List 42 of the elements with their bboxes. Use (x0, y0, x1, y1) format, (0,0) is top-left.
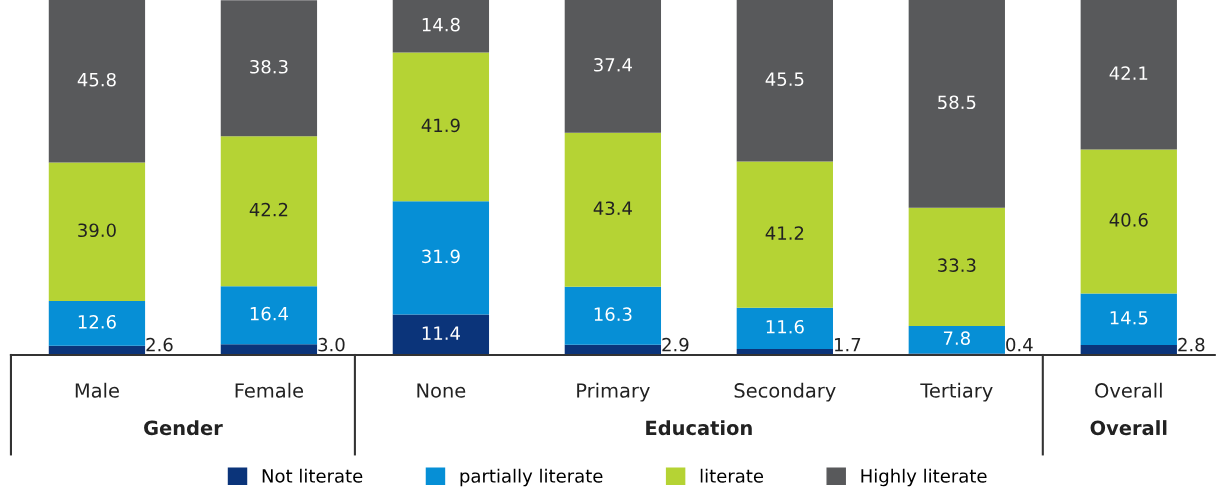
x-tick-label: None (417, 383, 466, 398)
data-label: 43.4 (593, 201, 632, 216)
legend-label: literate (700, 468, 764, 483)
text: Overall (1090, 420, 1167, 436)
data-label: 37.4 (594, 57, 632, 72)
data-label: 14.8 (422, 17, 460, 32)
data-label: 45.8 (77, 72, 116, 87)
data-label: 33.3 (938, 258, 976, 273)
data-label: 14.5 (1110, 311, 1148, 325)
data-label: 41.9 (421, 118, 460, 133)
data-label: 2.8 (1178, 337, 1205, 352)
data-label: 12.6 (78, 314, 116, 329)
data-label: 2.9 (662, 337, 689, 352)
x-tick-label: Male (75, 382, 119, 398)
text: Gender (144, 420, 223, 436)
data-label: 1.7 (834, 338, 861, 352)
data-label: 31.9 (422, 249, 460, 264)
x-tick-label: Female (235, 382, 304, 398)
data-label: 58.5 (938, 95, 976, 110)
data-label: 38.3 (250, 59, 288, 74)
legend-label: Highly literate (861, 468, 987, 487)
x-tick-label: Primary (577, 382, 650, 402)
data-label: 40.6 (1109, 213, 1148, 227)
data-label: 0.4 (1006, 337, 1033, 352)
x-tick-label: Secondary (734, 382, 836, 402)
legend-label: partially literate (460, 468, 603, 487)
data-label: 16.4 (250, 306, 288, 321)
data-label: 3.0 (318, 337, 345, 352)
data-label: 45.5 (765, 72, 804, 86)
data-label: 41.2 (765, 226, 804, 240)
data-label: 2.6 (146, 337, 173, 352)
text: Education (646, 420, 752, 436)
x-tick-label: Tertiary (920, 382, 993, 402)
data-label: 39.0 (78, 223, 116, 238)
data-label: 11.6 (766, 319, 804, 334)
data-label: 11.4 (422, 326, 460, 340)
data-label: 42.2 (249, 202, 288, 217)
data-label: 42.1 (1109, 66, 1148, 80)
legend-label: Not literate (262, 468, 363, 483)
data-label: 7.8 (943, 331, 970, 345)
x-tick-label: Overall (1095, 382, 1162, 398)
data-label: 16.3 (594, 307, 632, 322)
